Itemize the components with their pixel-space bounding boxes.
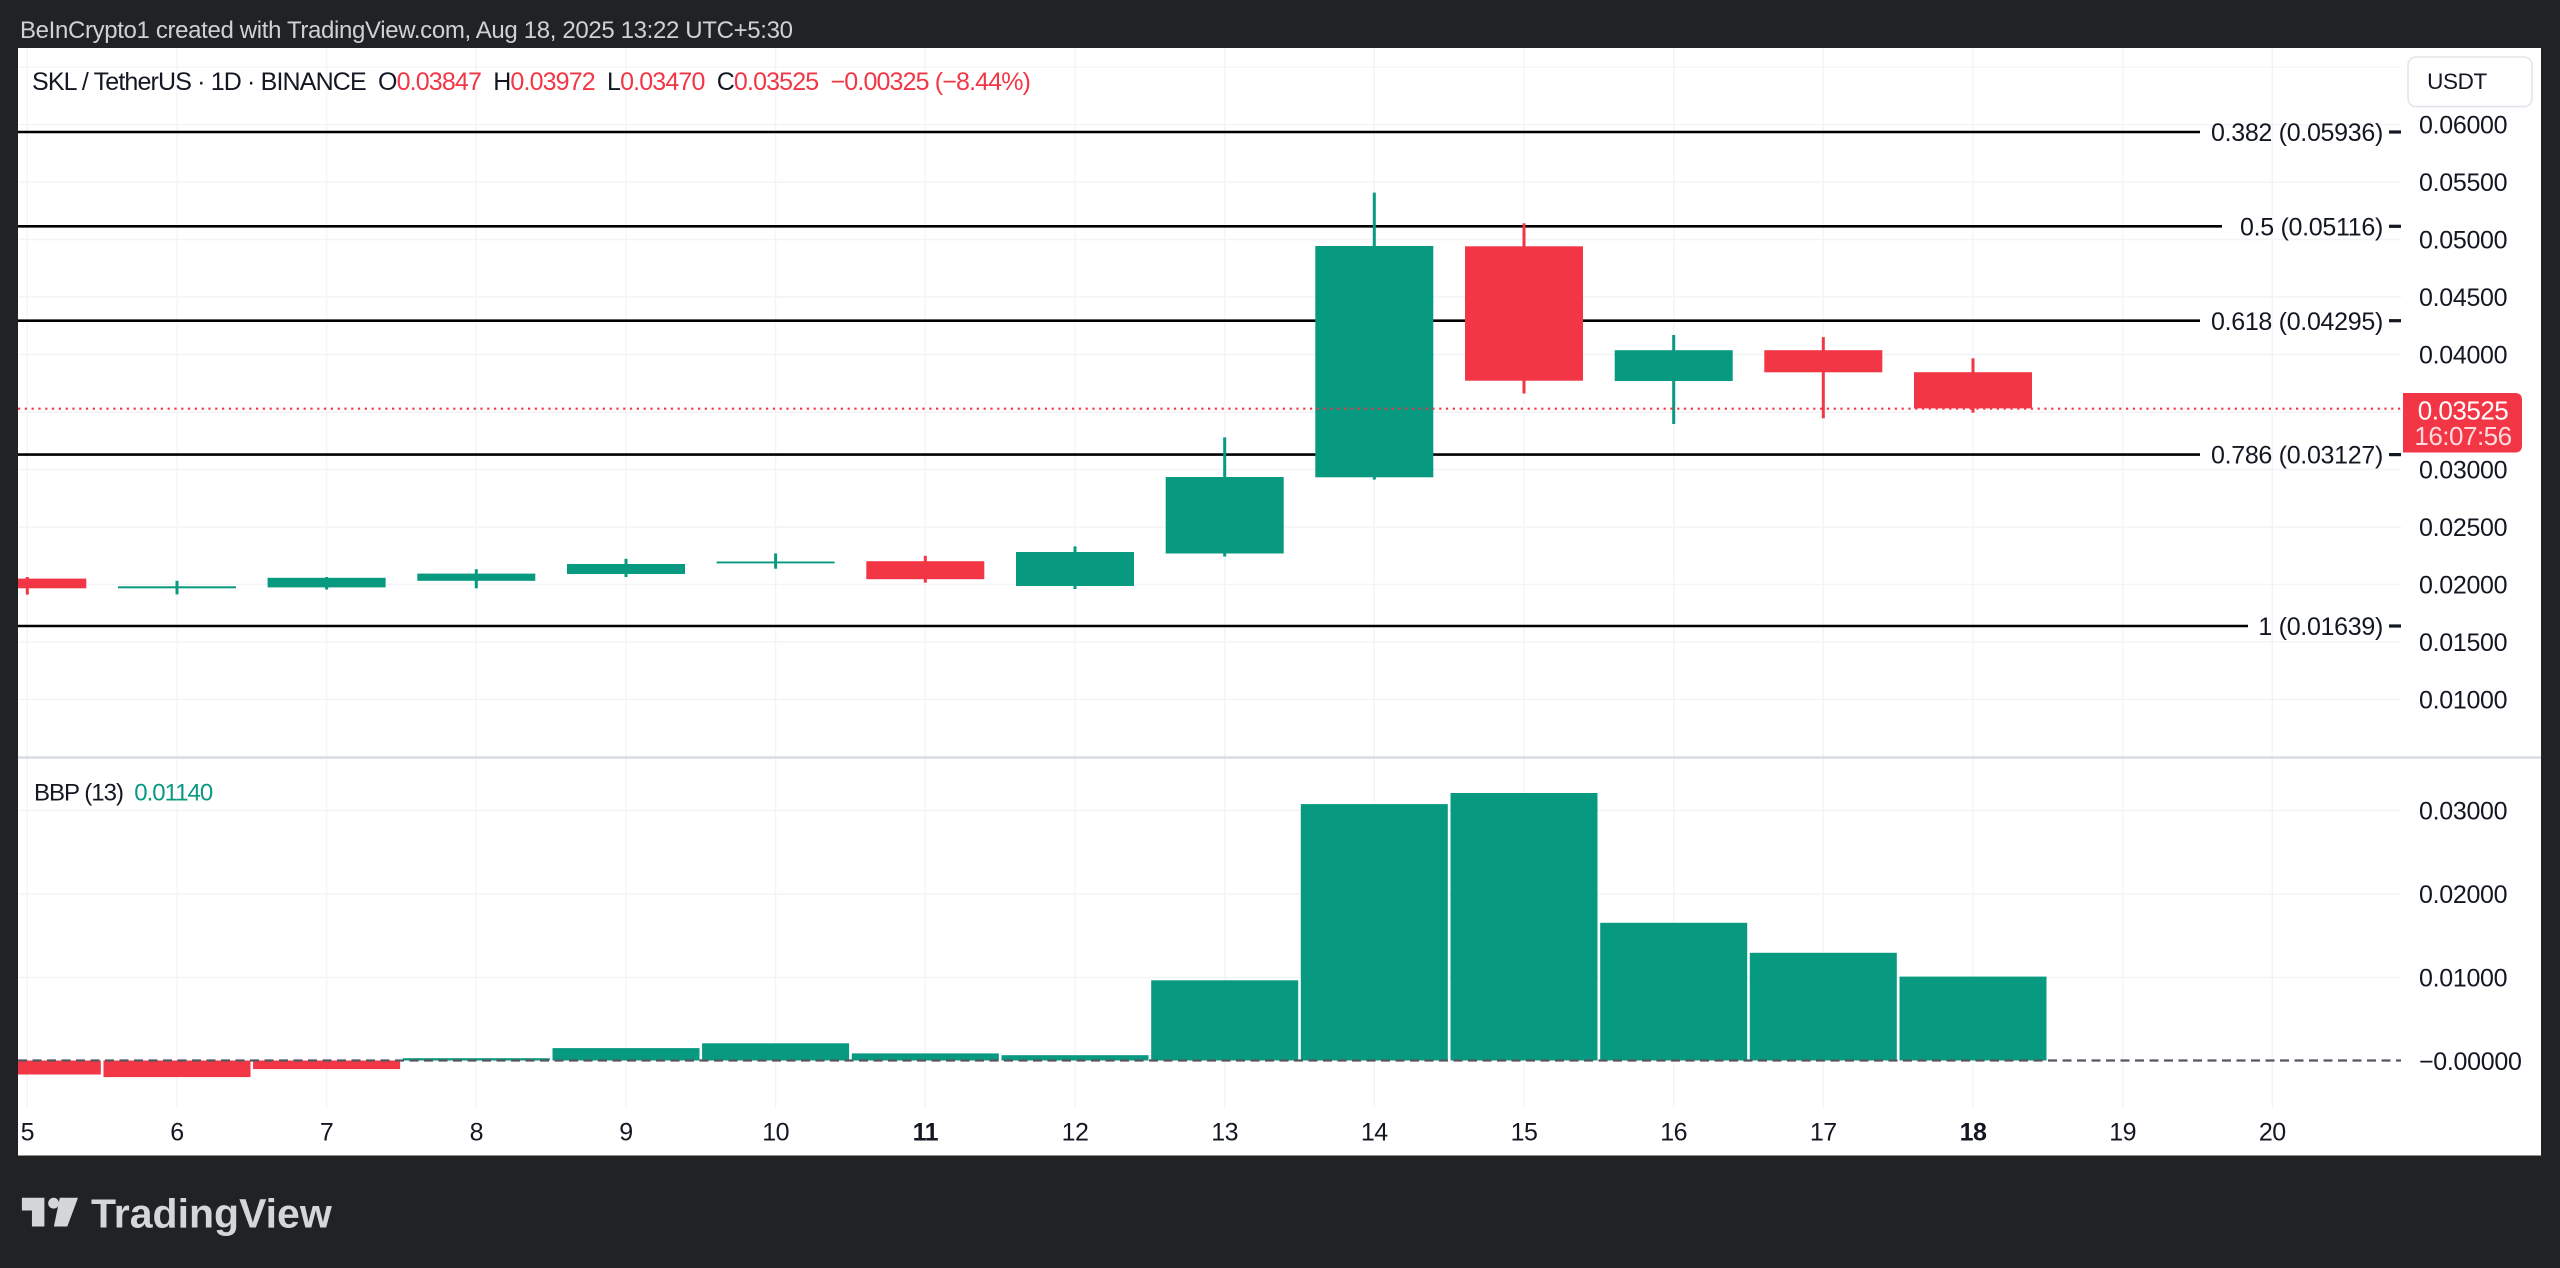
svg-text:0.618 (0.04295): 0.618 (0.04295) xyxy=(2211,308,2383,336)
svg-text:BeInCrypto1 created with Tradi: BeInCrypto1 created with TradingView.com… xyxy=(20,17,793,44)
svg-text:USDT: USDT xyxy=(2427,69,2487,94)
svg-text:15: 15 xyxy=(1511,1119,1538,1147)
svg-text:0.01000: 0.01000 xyxy=(2419,965,2507,993)
svg-text:0.02000: 0.02000 xyxy=(2419,881,2507,909)
svg-text:0.03525: 0.03525 xyxy=(2418,396,2509,426)
svg-text:TradingView: TradingView xyxy=(91,1191,332,1237)
svg-text:0.01000: 0.01000 xyxy=(2419,687,2507,715)
svg-text:16: 16 xyxy=(1660,1119,1687,1147)
svg-text:18: 18 xyxy=(1960,1119,1987,1147)
svg-text:0.382 (0.05936): 0.382 (0.05936) xyxy=(2211,119,2383,147)
svg-text:10: 10 xyxy=(762,1119,789,1147)
svg-text:0.04000: 0.04000 xyxy=(2419,342,2507,370)
svg-text:12: 12 xyxy=(1062,1119,1089,1147)
svg-text:0.03000: 0.03000 xyxy=(2419,457,2507,485)
svg-text:16:07:56: 16:07:56 xyxy=(2414,421,2511,451)
svg-text:0.05000: 0.05000 xyxy=(2419,227,2507,255)
svg-text:0.04500: 0.04500 xyxy=(2419,284,2507,312)
svg-text:19: 19 xyxy=(2109,1119,2136,1147)
svg-text:7: 7 xyxy=(320,1119,333,1147)
svg-text:11: 11 xyxy=(913,1119,939,1147)
svg-text:0.03000: 0.03000 xyxy=(2419,798,2507,826)
svg-text:BBP (13) 0.01140: BBP (13) 0.01140 xyxy=(34,780,213,807)
svg-text:1 (0.01639): 1 (0.01639) xyxy=(2258,613,2383,641)
svg-text:9: 9 xyxy=(619,1119,632,1147)
svg-text:0.05500: 0.05500 xyxy=(2419,169,2507,197)
svg-text:0.02500: 0.02500 xyxy=(2419,514,2507,542)
svg-text:0.02000: 0.02000 xyxy=(2419,572,2507,600)
svg-text:0.5 (0.05116): 0.5 (0.05116) xyxy=(2240,213,2383,241)
svg-text:0.01500: 0.01500 xyxy=(2419,629,2507,657)
svg-text:0.06000: 0.06000 xyxy=(2419,112,2507,140)
svg-text:6: 6 xyxy=(170,1119,183,1147)
svg-text:−0.00000: −0.00000 xyxy=(2419,1048,2522,1076)
svg-text:8: 8 xyxy=(470,1119,483,1147)
svg-text:5: 5 xyxy=(21,1119,34,1147)
svg-text:14: 14 xyxy=(1361,1119,1388,1147)
svg-text:17: 17 xyxy=(1810,1119,1837,1147)
svg-text:13: 13 xyxy=(1211,1119,1238,1147)
svg-text:0.786 (0.03127): 0.786 (0.03127) xyxy=(2211,442,2383,470)
svg-text:SKL / TetherUS · 1D · BINANCE: SKL / TetherUS · 1D · BINANCE O0.03847 H… xyxy=(32,68,1030,96)
svg-text:20: 20 xyxy=(2259,1119,2286,1147)
